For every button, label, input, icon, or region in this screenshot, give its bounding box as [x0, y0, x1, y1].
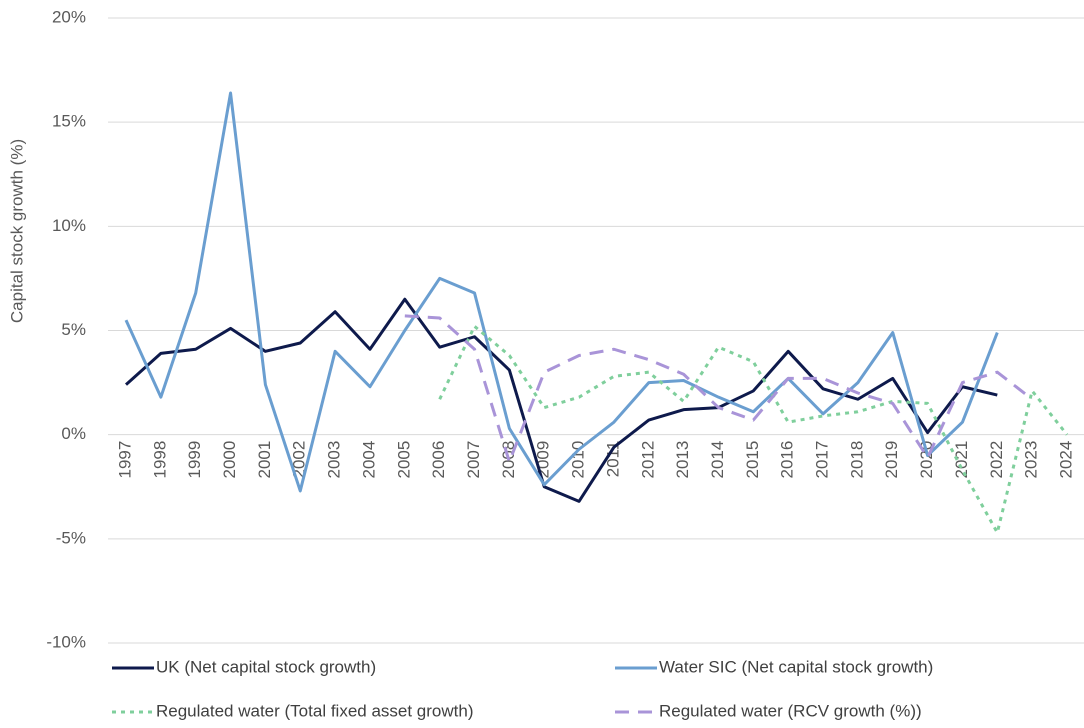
x-tick-label: 2021	[952, 441, 971, 479]
x-tick-label: 2000	[220, 441, 239, 479]
y-tick-label: -10%	[46, 632, 86, 651]
y-axis-title: Capital stock growth (%)	[7, 139, 26, 323]
y-tick-label: -5%	[56, 528, 86, 547]
x-tick-label: 2007	[464, 441, 483, 479]
x-tick-label: 2012	[638, 441, 657, 479]
x-tick-label: 2014	[708, 441, 727, 479]
x-tick-label: 2005	[394, 441, 413, 479]
x-tick-label: 2001	[255, 441, 274, 479]
y-tick-label: 10%	[52, 216, 86, 235]
x-tick-label: 1997	[115, 441, 134, 479]
x-tick-label: 2011	[603, 441, 622, 478]
legend-label: Regulated water (RCV growth (%))	[659, 701, 922, 720]
y-tick-label: 5%	[61, 320, 86, 339]
line-series	[124, 297, 998, 503]
x-tick-label: 2010	[569, 441, 588, 479]
x-tick-label: 2019	[882, 441, 901, 479]
x-tick-label: 1999	[185, 441, 204, 479]
x-tick-label: 2004	[359, 441, 378, 479]
line-series	[438, 324, 1069, 535]
x-tick-label: 2022	[987, 441, 1006, 479]
x-tick-label: 2017	[813, 441, 832, 479]
x-tick-label: 2003	[325, 441, 344, 479]
x-tick-label: 2006	[429, 441, 448, 479]
x-tick-label: 2018	[847, 441, 866, 479]
y-tick-label: 15%	[52, 112, 86, 131]
x-tick-label: 2016	[778, 441, 797, 479]
line-series	[404, 314, 1034, 464]
x-tick-label: 1998	[150, 441, 169, 479]
line-series	[124, 91, 999, 493]
x-tick-label: 2013	[673, 441, 692, 479]
x-tick-label: 2015	[743, 441, 762, 479]
x-tick-label: 2024	[1056, 441, 1075, 479]
legend-label: UK (Net capital stock growth)	[156, 657, 376, 676]
x-tick-label: 2023	[1022, 441, 1041, 479]
legend-label: Regulated water (Total fixed asset growt…	[156, 701, 474, 720]
legend-label: Water SIC (Net capital stock growth)	[659, 657, 933, 676]
legend: UK (Net capital stock growth) Water SIC (…	[112, 657, 933, 720]
y-tick-label: 20%	[52, 7, 86, 26]
y-tick-label: 0%	[61, 424, 86, 443]
